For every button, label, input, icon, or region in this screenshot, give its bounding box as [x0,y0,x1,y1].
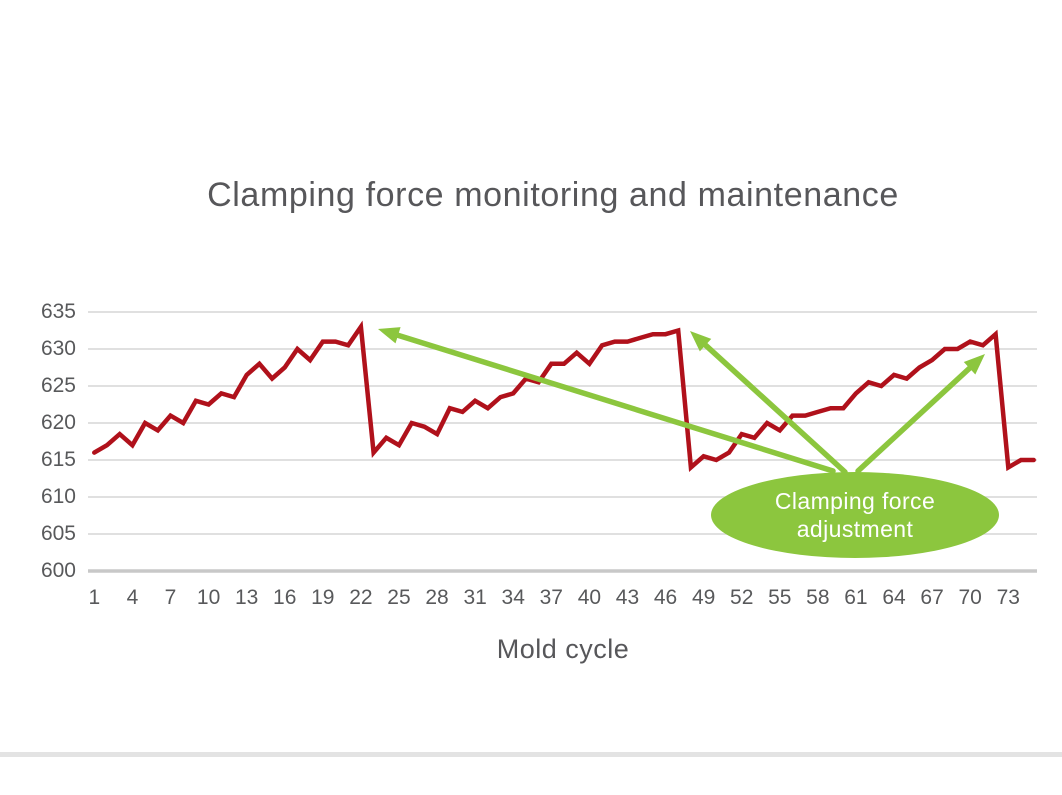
annotation-arrowhead [378,327,401,344]
annotation-arrow-shaft [699,339,848,475]
annotation-label-line2: adjustment [796,516,914,542]
annotation-arrowhead [690,331,712,352]
chart-title: Clamping force monitoring and maintenanc… [207,176,899,214]
annotation-label-line1: Clamping force [774,488,936,514]
annotation-label: Clamping force adjustment [711,478,999,552]
footer-divider-line [0,752,1062,757]
x-axis-title: Mold cycle [496,634,630,664]
annotation-arrow-shaft [391,331,836,474]
annotation-arrow-shaft [855,362,976,474]
clamping-force-line [92,320,1036,472]
annotation-arrows [378,327,985,475]
annotation-arrowhead [963,354,985,375]
annotation-ellipse [711,472,999,558]
